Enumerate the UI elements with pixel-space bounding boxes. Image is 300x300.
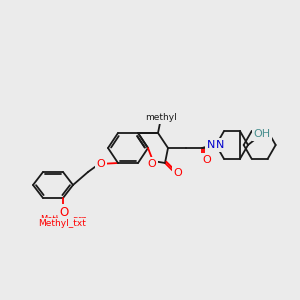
Text: OH: OH	[254, 129, 271, 139]
Text: Methyl_grp: Methyl_grp	[40, 215, 88, 224]
Text: O: O	[202, 155, 211, 165]
Text: methyl: methyl	[145, 113, 177, 122]
Text: N: N	[216, 140, 224, 150]
Text: N: N	[207, 140, 215, 150]
Text: O: O	[97, 159, 105, 169]
Text: O: O	[58, 206, 68, 216]
Text: Methyl_txt: Methyl_txt	[38, 220, 86, 229]
Text: O: O	[148, 159, 156, 169]
Text: O: O	[59, 206, 69, 218]
Text: O: O	[174, 168, 182, 178]
